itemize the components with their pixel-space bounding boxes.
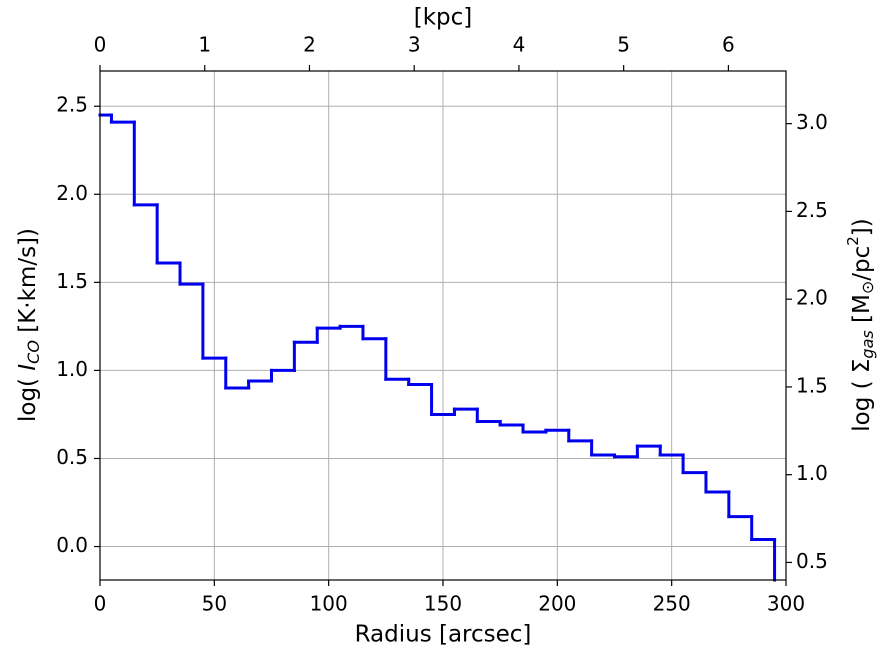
x2-tick-label: 6 xyxy=(722,33,735,57)
y2-label-part: [M xyxy=(849,294,875,330)
y-label-part: CO xyxy=(24,340,43,364)
y2-label-part: gas xyxy=(858,330,877,358)
plot xyxy=(98,113,777,582)
x2-tick-label: 2 xyxy=(303,33,316,57)
x-tick-label: 250 xyxy=(653,592,691,616)
y2-tick-label: 0.5 xyxy=(796,549,828,573)
x2-tick-label: 5 xyxy=(617,33,630,57)
y-label-part: [K·km/s]) xyxy=(15,228,41,340)
x2-axis-label: [kpc] xyxy=(414,5,473,31)
y-label-part: log( xyxy=(15,371,41,422)
y2-label-part: 2 xyxy=(844,236,862,246)
y2-tick-label: 3.0 xyxy=(796,110,828,134)
x-tick-label: 150 xyxy=(424,592,462,616)
y-tick-label: 2.0 xyxy=(56,181,88,205)
x2-tick-label: 4 xyxy=(513,33,526,57)
x-tick-label: 100 xyxy=(310,592,348,616)
y2-label-part: log ( Σ xyxy=(849,359,875,432)
y2-label-part: ⊙ xyxy=(858,281,877,294)
y-tick-label: 1.0 xyxy=(56,357,88,381)
y-tick-label: 0.0 xyxy=(56,533,88,557)
y2-tick-label: 1.0 xyxy=(796,461,828,485)
y2-label-part: /pc xyxy=(849,246,875,281)
y-tick-label: 0.5 xyxy=(56,445,88,469)
x2-tick-label: 3 xyxy=(408,33,421,57)
y-axis-label: log( ICO [K·km/s]) xyxy=(15,228,43,422)
x2-tick-label: 0 xyxy=(94,33,107,57)
y2-tick-label: 2.0 xyxy=(796,286,828,310)
y2-tick-label: 2.5 xyxy=(796,198,828,222)
x-tick-label: 200 xyxy=(538,592,576,616)
grid xyxy=(99,71,787,580)
y2-tick-label: 1.5 xyxy=(796,373,828,397)
x2-tick-label: 1 xyxy=(198,33,211,57)
y2-label-part: ]) xyxy=(849,218,875,236)
y-tick-label: 2.5 xyxy=(56,93,88,117)
x-tick-label: 300 xyxy=(767,592,805,616)
y-label-part: I xyxy=(15,364,41,371)
y-tick-label: 1.5 xyxy=(56,269,88,293)
x-axis-label: Radius [arcsec] xyxy=(355,622,532,648)
x-tick-label: 50 xyxy=(202,592,227,616)
y2-axis-label: log ( Σgas [M⊙/pc2]) xyxy=(844,218,877,432)
x-tick-label: 0 xyxy=(94,592,107,616)
